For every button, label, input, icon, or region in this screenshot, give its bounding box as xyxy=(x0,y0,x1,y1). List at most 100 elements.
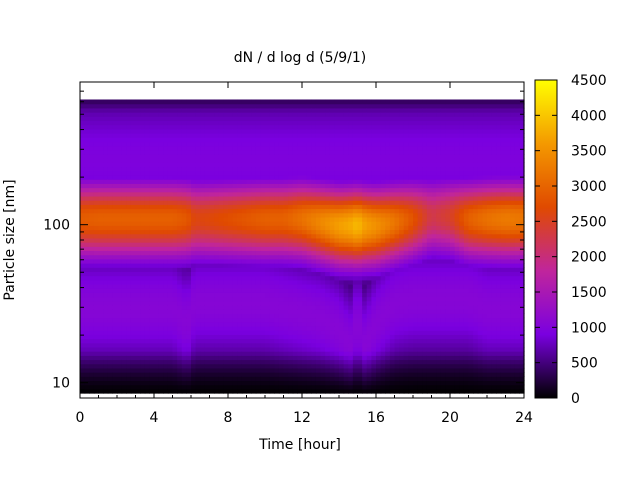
heatmap-cell xyxy=(121,388,127,394)
heatmap-cell xyxy=(394,242,400,247)
heatmap-cell xyxy=(112,221,118,226)
heatmap-cell xyxy=(177,212,183,218)
heatmap-cell xyxy=(144,225,150,231)
heatmap-cell xyxy=(228,330,234,335)
heatmap-cell xyxy=(366,388,372,394)
heatmap-cell xyxy=(283,376,289,382)
heatmap-cell xyxy=(260,158,266,163)
heatmap-cell xyxy=(278,229,285,235)
heatmap-cell xyxy=(260,271,266,277)
heatmap-cell xyxy=(292,313,298,319)
heatmap-cell xyxy=(274,258,280,264)
heatmap-cell xyxy=(348,263,354,268)
heatmap-cell xyxy=(112,120,118,126)
heatmap-cell xyxy=(186,309,192,314)
heatmap-cell xyxy=(403,141,409,147)
heatmap-cell xyxy=(232,355,238,361)
heatmap-cell xyxy=(112,388,118,394)
heatmap-cell xyxy=(112,216,118,222)
heatmap-cell xyxy=(103,145,109,151)
heatmap-cell xyxy=(339,321,345,327)
heatmap-cell xyxy=(297,271,303,277)
heatmap-cell xyxy=(265,317,271,323)
heatmap-cell xyxy=(348,313,354,319)
heatmap-cell xyxy=(80,388,86,394)
heatmap-cell xyxy=(366,216,372,222)
heatmap-cell xyxy=(399,250,405,256)
heatmap-cell xyxy=(172,137,178,143)
heatmap-cell xyxy=(135,187,141,193)
heatmap-cell xyxy=(117,162,123,168)
heatmap-cell xyxy=(399,174,405,180)
heatmap-cell xyxy=(399,183,405,189)
heatmap-cell xyxy=(167,321,174,327)
heatmap-cell xyxy=(380,149,386,155)
heatmap-cell xyxy=(126,254,132,260)
heatmap-cell xyxy=(297,116,303,122)
heatmap-cell xyxy=(158,112,164,117)
heatmap-cell xyxy=(288,380,294,386)
heatmap-cell xyxy=(223,338,229,344)
heatmap-cell xyxy=(93,380,100,386)
heatmap-cell xyxy=(251,221,257,226)
heatmap-cell xyxy=(181,183,187,189)
heatmap-cell xyxy=(352,288,359,293)
heatmap-cell xyxy=(195,225,201,231)
heatmap-cell xyxy=(343,267,349,273)
heatmap-cell xyxy=(117,279,123,285)
heatmap-cell xyxy=(288,133,294,138)
heatmap-cell xyxy=(288,229,294,235)
heatmap-cell xyxy=(103,317,109,323)
heatmap-cell xyxy=(232,388,238,394)
heatmap-cell xyxy=(251,149,257,155)
heatmap-cell xyxy=(117,145,123,151)
heatmap-cell xyxy=(144,279,150,285)
heatmap-cell xyxy=(126,116,132,122)
heatmap-cell xyxy=(89,317,95,323)
heatmap-cell xyxy=(241,330,248,335)
heatmap-cell xyxy=(329,204,335,210)
heatmap-cell xyxy=(130,229,137,235)
heatmap-cell xyxy=(385,250,391,256)
heatmap-cell xyxy=(112,166,118,172)
heatmap-cell xyxy=(200,284,206,289)
heatmap-cell xyxy=(154,204,160,210)
heatmap-cell xyxy=(403,246,409,252)
heatmap-cell xyxy=(154,271,160,277)
heatmap-cell xyxy=(149,363,155,369)
heatmap-cell xyxy=(408,367,414,373)
heatmap-cell xyxy=(288,258,294,264)
heatmap-cell xyxy=(80,338,86,344)
heatmap-cell xyxy=(228,263,234,268)
heatmap-cell xyxy=(237,141,243,147)
heatmap-cell xyxy=(163,233,169,239)
heatmap-cell xyxy=(246,141,252,147)
heatmap-cell xyxy=(195,208,201,214)
heatmap-cell xyxy=(403,107,409,113)
heatmap-cell xyxy=(140,313,146,319)
heatmap-cell xyxy=(251,271,257,277)
heatmap-cell xyxy=(357,380,363,386)
heatmap-cell xyxy=(339,107,345,113)
heatmap-cell xyxy=(380,300,386,306)
heatmap-cell xyxy=(223,128,229,134)
heatmap-cell xyxy=(380,229,386,235)
heatmap-cell xyxy=(315,120,322,126)
heatmap-cell xyxy=(241,103,248,109)
heatmap-cell xyxy=(177,191,183,197)
heatmap-cell xyxy=(292,367,298,373)
heatmap-cell xyxy=(130,351,137,356)
heatmap-cell xyxy=(209,296,215,302)
heatmap-cell xyxy=(195,271,201,277)
heatmap-cell xyxy=(297,376,303,382)
heatmap-cell xyxy=(371,267,377,273)
heatmap-cell xyxy=(218,279,224,285)
heatmap-cell xyxy=(89,128,95,134)
heatmap-cell xyxy=(84,355,90,361)
heatmap-cell xyxy=(172,208,178,214)
heatmap-cell xyxy=(329,216,335,222)
heatmap-cell xyxy=(292,325,298,331)
heatmap-cell xyxy=(121,145,127,151)
heatmap-cell xyxy=(302,103,308,109)
heatmap-cell xyxy=(403,116,409,122)
